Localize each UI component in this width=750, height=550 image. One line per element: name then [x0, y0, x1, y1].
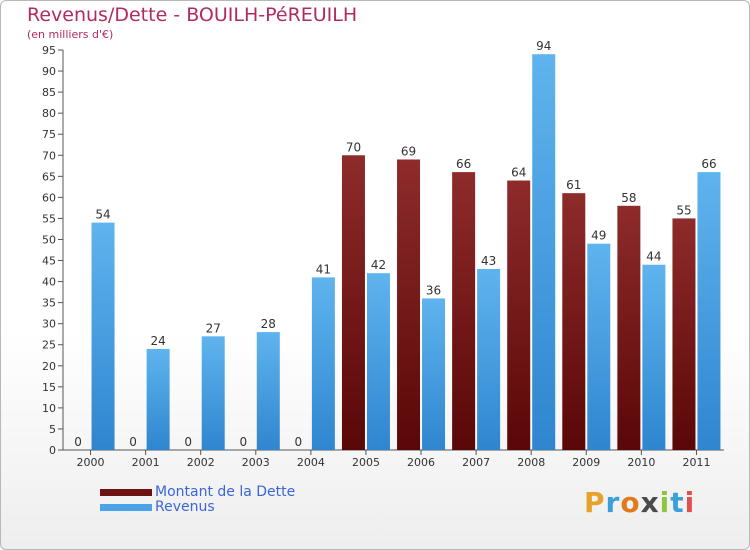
x-tick-label: 2011: [682, 456, 710, 469]
data-label-revenus: 54: [95, 208, 110, 222]
data-label-revenus: 66: [701, 157, 716, 171]
bar-revenus: [697, 172, 721, 450]
legend-label-debt: Montant de la Dette: [155, 484, 296, 500]
logo-letter: P: [584, 486, 606, 519]
data-label-debt: 64: [511, 166, 526, 180]
y-tick-label: 25: [42, 339, 56, 352]
logo-letter: r: [605, 486, 621, 519]
data-label-revenus: 27: [206, 321, 221, 335]
bar-revenus: [201, 336, 225, 450]
proxiti-logo: Proxiti: [584, 486, 695, 519]
data-label-debt: 61: [566, 178, 581, 192]
y-tick-label: 90: [42, 65, 56, 78]
chart-title: Revenus/Dette - BOUILH-PéREUILH: [27, 4, 358, 26]
data-label-debt: 70: [346, 140, 361, 154]
data-label-revenus: 42: [371, 258, 386, 272]
bar-debt: [617, 205, 641, 450]
y-tick-label: 10: [42, 402, 56, 415]
bar-revenus: [91, 222, 115, 450]
y-tick-label: 30: [42, 318, 56, 331]
y-tick-label: 45: [42, 255, 56, 268]
data-label-revenus: 41: [316, 262, 331, 276]
y-tick-label: 80: [42, 107, 56, 120]
x-tick-label: 2003: [242, 456, 270, 469]
data-label-revenus: 36: [426, 283, 441, 297]
bar-debt: [452, 172, 476, 450]
data-label-revenus: 28: [261, 317, 276, 331]
bar-debt: [507, 180, 531, 451]
y-tick-label: 60: [42, 191, 56, 204]
data-label-debt: 55: [676, 203, 691, 217]
bar-revenus: [642, 264, 666, 450]
x-tick-label: 2000: [77, 456, 105, 469]
bar-revenus: [256, 332, 280, 450]
y-tick-label: 50: [42, 233, 56, 246]
data-label-revenus: 24: [150, 334, 165, 348]
data-label-revenus: 44: [646, 250, 661, 264]
x-tick-label: 2007: [462, 456, 490, 469]
y-tick-label: 35: [42, 297, 56, 310]
legend-swatch-debt: [100, 489, 152, 496]
data-label-debt: 0: [239, 435, 247, 449]
data-label-revenus: 43: [481, 254, 496, 268]
y-tick-label: 85: [42, 86, 56, 99]
x-tick-label: 2006: [407, 456, 435, 469]
x-tick-label: 2010: [627, 456, 655, 469]
data-label-revenus: 49: [591, 229, 606, 243]
bar-debt: [672, 218, 696, 450]
y-tick-label: 70: [42, 149, 56, 162]
y-tick-label: 65: [42, 170, 56, 183]
data-label-debt: 0: [184, 435, 192, 449]
data-label-debt: 0: [74, 435, 82, 449]
logo-letter: i: [659, 486, 671, 519]
y-tick-label: 0: [49, 444, 56, 457]
logo-letter: o: [620, 486, 641, 519]
y-tick-label: 55: [42, 212, 56, 225]
x-tick-label: 2004: [297, 456, 325, 469]
bar-debt: [397, 159, 421, 450]
x-tick-label: 2009: [572, 456, 600, 469]
data-label-debt: 66: [456, 157, 471, 171]
x-tick-label: 2008: [517, 456, 545, 469]
legend-label-revenus: Revenus: [155, 499, 215, 515]
bar-revenus: [422, 298, 446, 450]
logo-letter: i: [684, 486, 696, 519]
bar-revenus: [311, 277, 335, 450]
x-tick-label: 2001: [132, 456, 160, 469]
y-tick-label: 5: [49, 423, 56, 436]
logo-letter: t: [670, 486, 685, 519]
bar-revenus: [146, 348, 170, 450]
y-tick-label: 75: [42, 128, 56, 141]
data-label-debt: 0: [129, 435, 137, 449]
bar-debt: [562, 193, 586, 450]
y-tick-label: 95: [42, 44, 56, 57]
y-tick-label: 15: [42, 381, 56, 394]
bar-revenus: [366, 273, 390, 450]
x-tick-label: 2005: [352, 456, 380, 469]
data-label-revenus: 94: [536, 39, 551, 53]
logo-letter: x: [640, 486, 660, 519]
bar-revenus: [587, 243, 611, 450]
y-tick-label: 20: [42, 360, 56, 373]
bar-revenus: [477, 268, 501, 450]
bar-debt: [341, 155, 365, 450]
data-label-debt: 69: [401, 144, 416, 158]
x-tick-label: 2002: [187, 456, 215, 469]
chart-subtitle: (en milliers d'€): [27, 28, 114, 41]
legend-swatch-revenus: [100, 504, 152, 511]
bar-revenus: [532, 54, 556, 451]
data-label-debt: 0: [295, 435, 303, 449]
y-tick-label: 40: [42, 276, 56, 289]
data-label-debt: 58: [621, 191, 636, 205]
